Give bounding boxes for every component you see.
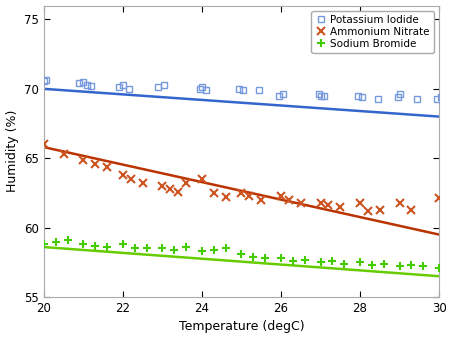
Potassium Iodide xyxy=(256,88,262,92)
Potassium Iodide xyxy=(359,95,364,99)
Legend: Potassium Iodide, Ammonium Nitrate, Sodium Bromide: Potassium Iodide, Ammonium Nitrate, Sodi… xyxy=(311,11,433,53)
Potassium Iodide xyxy=(280,92,285,96)
Sodium Bromide xyxy=(396,264,401,268)
Potassium Iodide xyxy=(240,88,246,92)
Line: Ammonium Nitrate: Ammonium Nitrate xyxy=(40,140,450,222)
Ammonium Nitrate xyxy=(159,184,165,188)
Sodium Bromide xyxy=(368,263,374,267)
Ammonium Nitrate xyxy=(443,216,449,220)
Potassium Iodide xyxy=(374,97,380,101)
Sodium Bromide xyxy=(250,255,255,259)
Ammonium Nitrate xyxy=(376,207,382,212)
Sodium Bromide xyxy=(435,266,441,270)
Y-axis label: Humidity (%): Humidity (%) xyxy=(5,110,18,193)
Potassium Iodide xyxy=(161,83,167,87)
Ammonium Nitrate xyxy=(183,181,189,185)
Sodium Bromide xyxy=(64,238,70,242)
Ammonium Nitrate xyxy=(396,201,401,205)
Potassium Iodide xyxy=(116,85,121,89)
Sodium Bromide xyxy=(120,242,125,246)
Ammonium Nitrate xyxy=(408,207,413,212)
Sodium Bromide xyxy=(341,262,346,266)
Ammonium Nitrate xyxy=(80,158,86,162)
Ammonium Nitrate xyxy=(364,209,370,213)
Sodium Bromide xyxy=(159,246,165,251)
Sodium Bromide xyxy=(183,245,189,249)
Sodium Bromide xyxy=(211,248,216,252)
Sodium Bromide xyxy=(419,264,425,268)
Ammonium Nitrate xyxy=(222,195,228,199)
Potassium Iodide xyxy=(77,81,82,85)
Ammonium Nitrate xyxy=(337,205,342,209)
Ammonium Nitrate xyxy=(120,173,125,177)
Potassium Iodide xyxy=(88,84,94,88)
Sodium Bromide xyxy=(222,246,228,251)
Sodium Bromide xyxy=(290,259,295,263)
Potassium Iodide xyxy=(396,92,401,96)
Ammonium Nitrate xyxy=(258,198,263,202)
Line: Potassium Iodide: Potassium Iodide xyxy=(40,76,443,102)
Ammonium Nitrate xyxy=(61,152,66,156)
Potassium Iodide xyxy=(276,94,281,98)
Ammonium Nitrate xyxy=(140,181,145,185)
Line: Sodium Bromide: Sodium Bromide xyxy=(40,236,442,272)
Potassium Iodide xyxy=(433,97,439,101)
Sodium Bromide xyxy=(92,244,98,248)
Ammonium Nitrate xyxy=(128,177,133,181)
X-axis label: Temperature (degC): Temperature (degC) xyxy=(178,320,304,334)
Potassium Iodide xyxy=(80,80,86,84)
Sodium Bromide xyxy=(278,256,283,260)
Ammonium Nitrate xyxy=(297,201,303,205)
Ammonium Nitrate xyxy=(357,201,362,205)
Potassium Iodide xyxy=(156,85,161,89)
Ammonium Nitrate xyxy=(199,177,204,181)
Ammonium Nitrate xyxy=(92,162,98,166)
Sodium Bromide xyxy=(53,239,58,243)
Sodium Bromide xyxy=(171,248,177,252)
Sodium Bromide xyxy=(80,242,86,246)
Ammonium Nitrate xyxy=(175,190,180,194)
Ammonium Nitrate xyxy=(285,198,291,202)
Sodium Bromide xyxy=(41,242,46,246)
Ammonium Nitrate xyxy=(435,196,441,200)
Ammonium Nitrate xyxy=(238,191,244,195)
Ammonium Nitrate xyxy=(317,201,322,205)
Potassium Iodide xyxy=(120,83,125,87)
Ammonium Nitrate xyxy=(211,191,216,195)
Sodium Bromide xyxy=(238,252,244,256)
Potassium Iodide xyxy=(315,92,321,96)
Sodium Bromide xyxy=(143,246,149,251)
Sodium Bromide xyxy=(262,256,267,260)
Potassium Iodide xyxy=(41,78,46,82)
Potassium Iodide xyxy=(203,88,208,92)
Ammonium Nitrate xyxy=(167,187,173,191)
Ammonium Nitrate xyxy=(278,194,283,198)
Potassium Iodide xyxy=(43,78,48,82)
Sodium Bromide xyxy=(329,259,334,263)
Potassium Iodide xyxy=(414,97,419,101)
Potassium Iodide xyxy=(321,94,327,98)
Potassium Iodide xyxy=(354,94,360,98)
Ammonium Nitrate xyxy=(41,142,46,146)
Potassium Iodide xyxy=(199,85,204,89)
Ammonium Nitrate xyxy=(246,194,252,198)
Sodium Bromide xyxy=(104,245,110,249)
Sodium Bromide xyxy=(132,246,137,251)
Potassium Iodide xyxy=(437,95,443,99)
Ammonium Nitrate xyxy=(325,203,331,207)
Potassium Iodide xyxy=(317,94,322,98)
Potassium Iodide xyxy=(394,95,400,99)
Sodium Bromide xyxy=(199,249,204,253)
Ammonium Nitrate xyxy=(104,164,110,168)
Sodium Bromide xyxy=(317,260,322,264)
Potassium Iodide xyxy=(236,87,242,91)
Sodium Bromide xyxy=(357,260,362,264)
Potassium Iodide xyxy=(197,87,202,91)
Sodium Bromide xyxy=(408,263,413,267)
Potassium Iodide xyxy=(126,87,131,91)
Potassium Iodide xyxy=(84,83,90,87)
Sodium Bromide xyxy=(380,262,386,266)
Sodium Bromide xyxy=(301,258,307,262)
